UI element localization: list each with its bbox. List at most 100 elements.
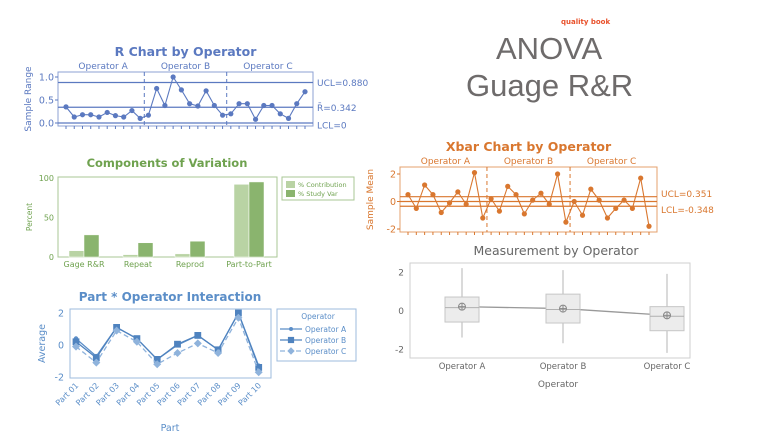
legend-title: Operator	[301, 312, 335, 321]
data-point	[496, 208, 503, 214]
data-point	[71, 114, 77, 120]
series-segment	[180, 89, 191, 104]
data-point	[219, 112, 226, 118]
data-point	[92, 358, 101, 367]
plot-frame	[57, 176, 278, 258]
legend-marker	[289, 327, 293, 331]
data-point	[203, 88, 209, 94]
chart-title: Xbar Chart by Operator	[446, 139, 612, 154]
data-point	[214, 349, 223, 357]
series-segment	[164, 76, 174, 106]
data-point	[72, 338, 80, 346]
quality-book-logo: quality book	[561, 18, 611, 26]
bar	[233, 184, 250, 258]
bar	[248, 181, 265, 258]
x-axis-label: Operator	[538, 380, 579, 390]
data-point	[178, 87, 184, 93]
legend-label: Operator A	[305, 325, 347, 334]
data-point	[413, 205, 419, 211]
chart-title: Part * Operator Interaction	[79, 290, 262, 304]
x-tick-label: Reprod	[176, 260, 204, 269]
data-point	[255, 364, 263, 371]
reference-line-label: UCL=0.351	[661, 190, 712, 200]
data-point	[162, 102, 168, 109]
series-segment	[523, 199, 534, 215]
data-point	[538, 190, 544, 196]
series-segment	[565, 201, 575, 223]
x-tick-label: Gage R&R	[64, 260, 105, 269]
series-segment	[598, 199, 608, 219]
x-tick-label: Part-to-Part	[226, 260, 272, 269]
series-segment	[498, 186, 509, 212]
series-segment	[557, 173, 567, 223]
y-tick-label: 1.0	[39, 73, 54, 84]
y-tick-label: 0	[398, 307, 404, 317]
y-axis-label: Sample Range	[24, 66, 34, 132]
series-segment	[197, 90, 207, 107]
data-point	[471, 170, 478, 176]
data-point	[405, 192, 411, 198]
reference-line-label: LCL=0	[317, 122, 347, 132]
series-segment	[147, 88, 158, 116]
group-label: Operator C	[587, 157, 636, 167]
y-tick-label: 0	[58, 341, 64, 352]
data-point	[579, 212, 586, 218]
y-tick-label: 2	[398, 269, 404, 279]
data-point	[88, 112, 94, 118]
series-segment	[432, 194, 442, 213]
data-point	[154, 85, 160, 92]
data-point	[129, 107, 135, 114]
data-point	[646, 223, 652, 229]
y-tick-label: 0	[49, 253, 54, 262]
y-tick-label: -2	[395, 346, 404, 356]
legend-label: Operator B	[305, 336, 346, 345]
plot-frame	[409, 262, 691, 359]
series-segment	[640, 178, 650, 227]
data-point	[302, 89, 308, 95]
data-point	[277, 111, 283, 117]
x-tick-label: Operator C	[644, 362, 691, 372]
data-point	[254, 368, 263, 377]
data-point	[285, 115, 292, 121]
series-segment	[581, 188, 592, 216]
data-point	[92, 354, 100, 362]
legend-label: % Study Var	[298, 190, 338, 198]
data-point	[228, 111, 234, 117]
plot-frame	[69, 308, 272, 379]
data-point	[563, 219, 569, 225]
chart-title: Measurement by Operator	[473, 243, 639, 258]
data-point	[195, 103, 201, 109]
data-point	[153, 360, 162, 369]
data-point	[463, 201, 469, 207]
legend-marker	[287, 347, 295, 355]
bar	[83, 234, 100, 258]
y-axis-label: Average	[37, 324, 48, 363]
data-point	[438, 209, 444, 216]
legend-swatch	[286, 190, 295, 197]
series-segment	[515, 194, 525, 215]
x-tick-label: Part 10	[237, 381, 264, 408]
group-label: Operator A	[78, 62, 128, 72]
data-point	[252, 116, 259, 122]
reference-line-label: LCL=-0.348	[661, 206, 714, 216]
data-point	[588, 186, 594, 192]
data-point	[236, 101, 242, 107]
data-point	[422, 182, 428, 188]
data-point	[145, 112, 152, 118]
data-point	[173, 349, 182, 357]
data-point	[596, 197, 602, 203]
data-point	[571, 198, 577, 205]
data-point	[72, 342, 80, 351]
data-point	[112, 326, 121, 335]
data-point	[244, 101, 250, 107]
data-point	[112, 113, 119, 119]
data-point	[194, 332, 202, 339]
series-segment	[473, 172, 484, 219]
data-point	[234, 313, 243, 322]
y-axis-label: Sample Mean	[366, 169, 376, 230]
data-point	[480, 215, 486, 221]
data-point	[629, 205, 635, 211]
data-point	[513, 192, 519, 198]
y-tick-label: 0	[390, 197, 396, 208]
